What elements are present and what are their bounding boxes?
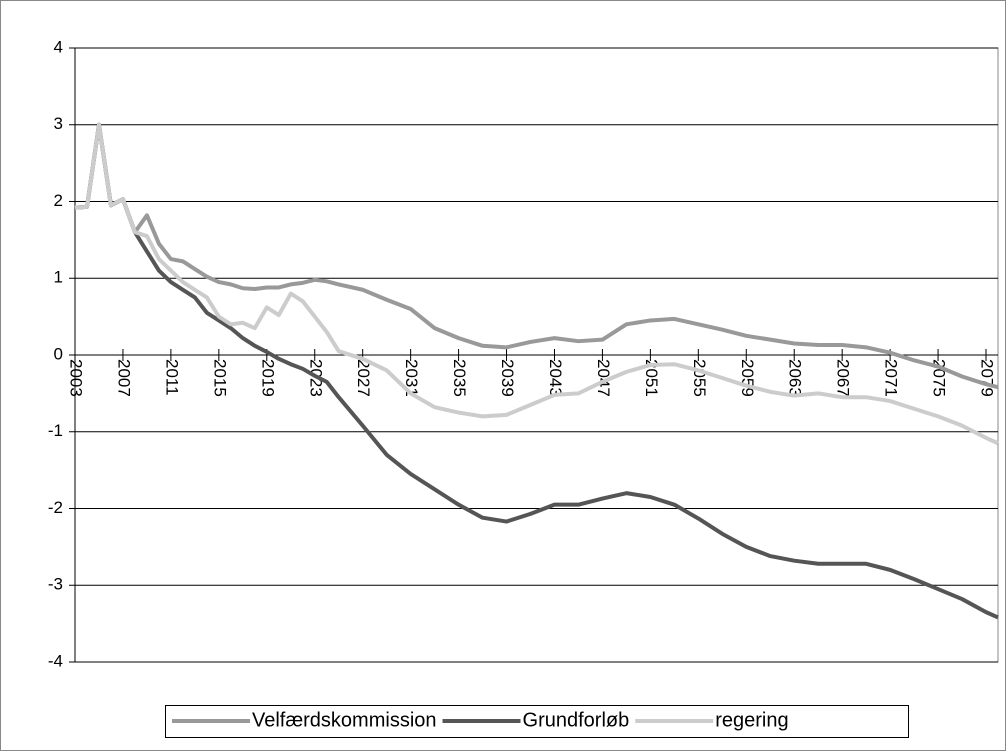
x-tick-label: 2015 (210, 359, 229, 397)
y-tick-label: 1 (54, 268, 63, 287)
x-tick-label: 2071 (882, 359, 901, 397)
legend-label: regering (715, 709, 788, 731)
legend-label: Velfærdskommission (252, 709, 437, 731)
x-tick-label: 2067 (834, 359, 853, 397)
legend-box (165, 705, 909, 738)
legend-label: Grundforløb (523, 709, 630, 731)
y-tick-label: 0 (54, 344, 63, 363)
series-line (74, 122, 999, 446)
x-tick-label: 2019 (258, 359, 277, 397)
x-tick-label: 2043 (546, 359, 565, 397)
x-tick-label: 2011 (162, 359, 181, 396)
x-tick-label: 2039 (498, 359, 517, 397)
series-line (74, 122, 999, 390)
x-tick-label: 2003 (67, 359, 86, 397)
y-tick-label: -2 (48, 498, 63, 517)
x-tick-label: 2035 (450, 359, 469, 397)
x-tick-label: 2031 (402, 359, 421, 397)
y-tick-label: 3 (54, 114, 63, 133)
y-tick-label: -1 (48, 421, 63, 440)
x-tick-label: 2055 (690, 359, 709, 397)
y-tick-label: 2 (54, 191, 63, 210)
x-tick-label: 2047 (594, 359, 613, 397)
x-tick-label: 2059 (738, 359, 757, 397)
y-tick-label: -3 (48, 575, 63, 594)
y-tick-label: 4 (54, 37, 63, 56)
series-line (74, 122, 999, 620)
x-tick-label: 2063 (786, 359, 805, 397)
x-tick-label: 2007 (114, 359, 133, 397)
y-tick-label: -4 (48, 651, 63, 670)
x-tick-label: 2079 (978, 359, 997, 397)
x-tick-label: 2027 (354, 359, 373, 397)
x-tick-label: 2051 (642, 359, 661, 397)
